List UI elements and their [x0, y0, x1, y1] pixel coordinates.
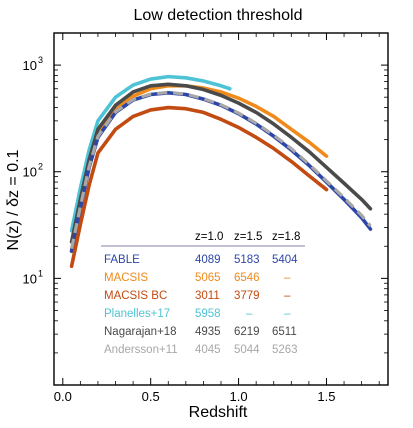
- table-cell: 6511: [272, 326, 297, 338]
- table-cell: 4089: [195, 254, 221, 266]
- chart-title: Low detection threshold: [134, 7, 303, 24]
- series-line-andersson-11: [70, 90, 372, 249]
- y-axis-label: N(z) / δz = 0.1: [5, 149, 22, 250]
- x-axis-label: Redshift: [189, 404, 248, 421]
- series-line-fable: [69, 90, 373, 253]
- table-cell: –: [284, 290, 291, 302]
- table-row-label: Andersson+11: [104, 344, 178, 356]
- table-cell: 4935: [195, 326, 221, 338]
- y-tick-exponent: 2: [38, 162, 43, 172]
- table-cell: 4045: [195, 344, 221, 356]
- y-tick-label: 10: [23, 271, 37, 286]
- table-header-cell: z=1.8: [272, 231, 300, 243]
- x-tick-label: 1.0: [230, 389, 248, 404]
- table-cell: 3779: [234, 290, 260, 302]
- table-cell: 5263: [272, 344, 298, 356]
- table-cell: 5044: [234, 344, 260, 356]
- x-tick-label: 0.0: [54, 389, 72, 404]
- table-cell: –: [284, 272, 291, 284]
- table-cell: 5183: [234, 254, 260, 266]
- table-cell: 5958: [195, 308, 221, 320]
- table-row-label: Planelles+17: [104, 308, 170, 320]
- series-line-planelles-17: [69, 74, 232, 233]
- table-cell: 6546: [234, 272, 260, 284]
- series-line-macsis-bc: [69, 105, 329, 269]
- table-cell: 3011: [195, 290, 220, 302]
- table-cell: –: [246, 308, 253, 320]
- y-tick-label: 10: [23, 58, 37, 73]
- table-row-label: MACSIS BC: [104, 290, 167, 302]
- table-row-label: FABLE: [104, 254, 140, 266]
- table-header-cell: z=1.0: [195, 231, 223, 243]
- y-tick-label: 10: [23, 165, 37, 180]
- series-line-nagarajan-18: [69, 82, 373, 244]
- table-row-label: MACSIS: [104, 272, 148, 284]
- x-tick-label: 1.5: [317, 389, 335, 404]
- x-tick-label: 0.5: [142, 389, 160, 404]
- plot-frame: [53, 32, 389, 386]
- table-cell: –: [284, 308, 291, 320]
- table-cell: 6219: [234, 326, 260, 338]
- table-cell: 5065: [195, 272, 221, 284]
- table-header-cell: z=1.5: [234, 231, 262, 243]
- y-tick-exponent: 1: [38, 268, 43, 278]
- table-row-label: Nagarajan+18: [104, 326, 177, 338]
- table-cell: 5404: [272, 254, 298, 266]
- y-tick-exponent: 3: [38, 55, 43, 65]
